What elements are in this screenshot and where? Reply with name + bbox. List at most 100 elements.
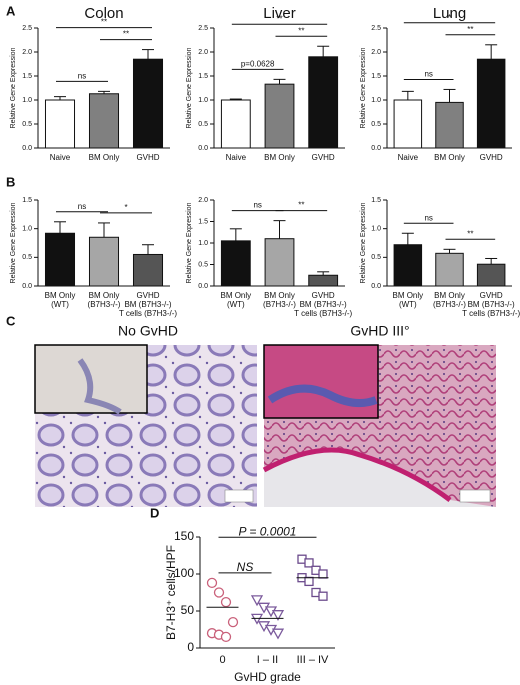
y-tick-label: 1.0 xyxy=(198,97,208,104)
bar xyxy=(308,274,339,287)
scale-bar xyxy=(224,489,254,503)
y-tick-label: 0.0 xyxy=(198,145,208,152)
micrographs xyxy=(34,344,496,507)
x-tick-label: T cells (B7H3-/-) xyxy=(462,309,520,318)
y-tick-label: 0.5 xyxy=(371,254,381,261)
significance-label: ns xyxy=(253,201,261,210)
x-tick-label: (WT) xyxy=(399,300,417,309)
error-bar xyxy=(443,88,456,103)
significance-label: * xyxy=(448,13,451,22)
y-tick-label: 0.0 xyxy=(371,283,381,290)
x-tick-label: (B7H3-/-) xyxy=(263,300,296,309)
point xyxy=(271,610,285,622)
x-tick-label: BM Only xyxy=(264,291,295,300)
image-title: GvHD III° xyxy=(350,323,409,339)
bar xyxy=(435,101,464,149)
x-tick-label: BM Only xyxy=(89,291,120,300)
y-tick-label: 0 xyxy=(187,640,194,654)
y-tick-label: 1.5 xyxy=(198,73,208,80)
panel-label: D xyxy=(150,505,159,520)
bar xyxy=(44,99,76,149)
y-tick-label: 2.5 xyxy=(198,25,208,32)
error-bar xyxy=(317,271,330,276)
bar xyxy=(476,263,506,287)
y-tick-label: 1.5 xyxy=(198,218,208,225)
bar xyxy=(393,244,423,287)
point xyxy=(250,595,264,607)
y-axis-label: Relative Gene Expression xyxy=(10,47,17,128)
panel-label: B xyxy=(6,174,15,189)
significance-label: p=0.0628 xyxy=(241,59,275,68)
error-bar xyxy=(229,228,242,241)
y-tick-label: 2.5 xyxy=(371,25,381,32)
point xyxy=(213,587,225,598)
x-tick-label: BM Only xyxy=(392,291,423,300)
y-tick-label: 1.0 xyxy=(198,240,208,247)
chart-title: Liver xyxy=(263,5,296,22)
error-bar xyxy=(98,222,110,238)
inset-nuclei xyxy=(267,384,378,408)
error-bar xyxy=(273,220,286,239)
error-bar xyxy=(485,257,498,265)
x-tick-label: T cells (B7H3-/-) xyxy=(294,309,352,318)
x-axis-label: GvHD grade xyxy=(234,670,301,684)
epithelium xyxy=(262,447,452,503)
significance-label: ** xyxy=(123,30,129,39)
y-tick-label: 1.0 xyxy=(22,97,32,104)
error-bar xyxy=(54,221,66,234)
x-tick-label: GVHD xyxy=(312,153,335,162)
point xyxy=(227,616,239,628)
y-tick-label: 2.0 xyxy=(198,197,208,204)
point xyxy=(220,596,232,608)
significance-label: P = 0.0001 xyxy=(239,524,297,538)
y-tick-label: 1.0 xyxy=(371,226,381,233)
panel-label: C xyxy=(6,313,16,328)
error-bar xyxy=(142,244,154,255)
y-tick-label: 2.0 xyxy=(198,49,208,56)
y-tick-label: 2.5 xyxy=(22,25,32,32)
x-tick-label: Naive xyxy=(398,153,419,162)
y-axis-label: Relative Gene Expression xyxy=(360,202,367,283)
error-bar xyxy=(401,90,414,100)
x-tick-label: GVHD xyxy=(480,291,503,300)
y-tick-label: 2.0 xyxy=(22,49,32,56)
error-bar xyxy=(54,96,66,100)
x-tick-label: (WT) xyxy=(51,300,69,309)
x-tick-label: BM Only xyxy=(220,291,251,300)
error-bar xyxy=(485,44,498,60)
x-tick-label: BM Only xyxy=(45,291,76,300)
chart-title: Lung xyxy=(433,5,466,22)
significance-label: ns xyxy=(424,70,432,79)
x-tick-label: BM Only xyxy=(434,291,465,300)
x-tick-label: GVHD xyxy=(480,153,503,162)
significance-label: * xyxy=(124,203,127,212)
point xyxy=(318,591,328,601)
y-tick-label: 1.5 xyxy=(371,73,381,80)
y-tick-label: 0.5 xyxy=(198,261,208,268)
y-tick-label: 150 xyxy=(174,529,194,543)
x-tick-label: BM (B7H3-/-) xyxy=(124,300,171,309)
x-tick-label: (B7H3-/-) xyxy=(433,300,466,309)
x-tick-label: BM Only xyxy=(89,153,120,162)
y-tick-label: 0.0 xyxy=(22,283,32,290)
error-bar xyxy=(142,49,154,60)
y-tick-label: 100 xyxy=(174,566,194,580)
significance-label: ** xyxy=(298,26,304,35)
y-axis-label: Relative Gene Expression xyxy=(186,202,193,283)
x-tick-label: III – IV xyxy=(297,654,329,666)
x-tick-label: GVHD xyxy=(136,291,159,300)
bar xyxy=(264,238,295,287)
significance-label: ns xyxy=(78,202,86,211)
error-bar xyxy=(317,45,330,57)
x-tick-label: BM Only xyxy=(264,153,295,162)
y-tick-label: 0.5 xyxy=(22,254,32,261)
y-tick-label: 1.5 xyxy=(22,73,32,80)
significance-label: ** xyxy=(467,25,473,34)
y-tick-label: 0.5 xyxy=(371,121,381,128)
point xyxy=(304,558,314,568)
x-tick-label: BM Only xyxy=(434,153,465,162)
significance-label: ** xyxy=(101,18,107,27)
error-bar xyxy=(98,90,110,94)
significance-label: ns xyxy=(424,213,432,222)
x-tick-label: GVHD xyxy=(136,153,159,162)
